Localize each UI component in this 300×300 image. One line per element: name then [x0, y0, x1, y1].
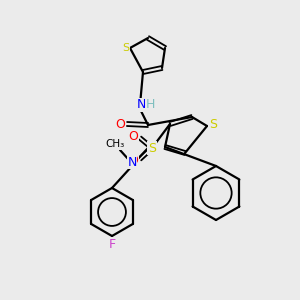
Text: F: F: [108, 238, 116, 250]
Text: N: N: [136, 98, 146, 112]
Text: S: S: [209, 118, 217, 131]
Text: O: O: [128, 154, 138, 166]
Text: N: N: [127, 155, 137, 169]
Text: CH₃: CH₃: [105, 139, 124, 149]
Text: S: S: [122, 43, 130, 53]
Text: H: H: [145, 98, 155, 112]
Text: O: O: [115, 118, 125, 130]
Text: S: S: [148, 142, 156, 154]
Text: O: O: [128, 130, 138, 143]
